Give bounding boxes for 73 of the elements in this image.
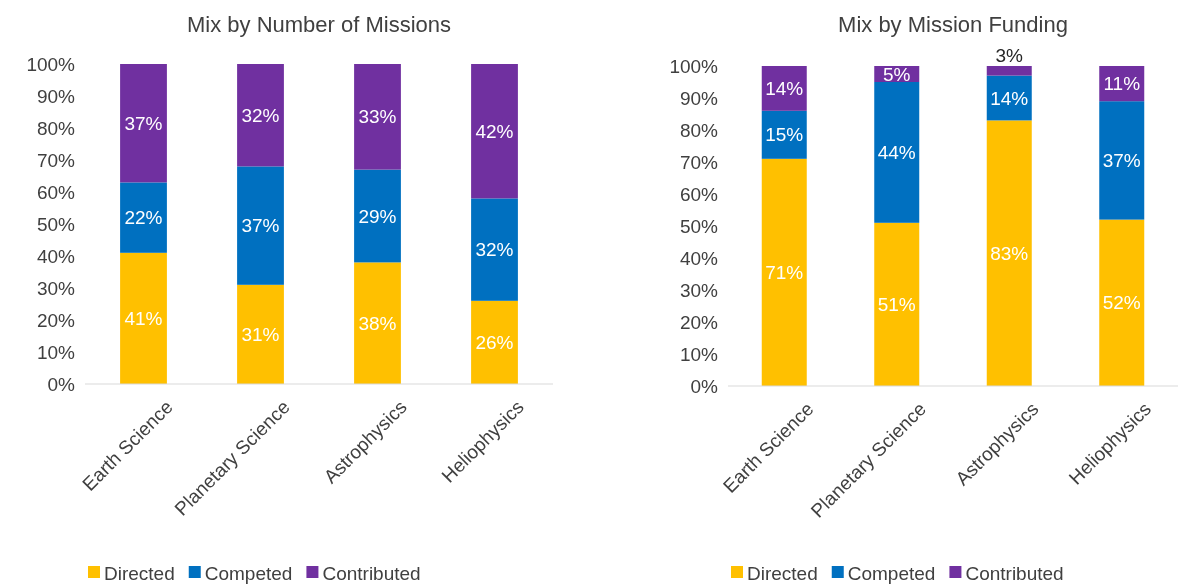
data-label: 37% <box>124 112 163 134</box>
data-label: 37% <box>1102 150 1141 172</box>
data-label: 41% <box>124 308 163 330</box>
y-tick-label: 100% <box>26 53 76 75</box>
bar <box>874 82 920 223</box>
bar <box>120 182 167 253</box>
bar <box>471 64 518 199</box>
data-label: 26% <box>475 332 514 354</box>
bar <box>354 64 401 170</box>
data-label: 29% <box>358 205 397 227</box>
bar <box>471 198 518 301</box>
data-label: 51% <box>877 294 916 316</box>
bar <box>354 169 401 263</box>
data-label: 33% <box>358 106 397 128</box>
y-tick-label: 40% <box>679 247 719 269</box>
data-label: 31% <box>241 324 280 346</box>
bar <box>237 166 284 285</box>
y-tick-label: 90% <box>36 85 76 107</box>
data-label: 11% <box>1103 73 1141 95</box>
legend-label: Directed <box>747 562 818 584</box>
chart-title: Mix by Mission Funding <box>838 12 1068 37</box>
legend-label: Competed <box>204 562 293 584</box>
data-label: 44% <box>877 142 916 164</box>
bar <box>237 64 284 167</box>
y-tick-label: 20% <box>679 311 719 333</box>
data-label: 32% <box>241 104 280 126</box>
bar <box>986 120 1032 386</box>
data-label: 38% <box>358 312 397 334</box>
bar <box>761 158 807 386</box>
y-tick-label: 30% <box>36 277 76 299</box>
legend-label: Directed <box>104 562 175 584</box>
y-tick-label: 50% <box>679 215 719 237</box>
bar <box>120 64 167 183</box>
bar <box>471 300 518 384</box>
data-label: 71% <box>765 262 804 284</box>
data-label: 42% <box>475 120 514 142</box>
legend-label: Contributed <box>322 562 421 584</box>
y-tick-label: 30% <box>679 279 719 301</box>
y-tick-label: 0% <box>47 373 76 395</box>
y-tick-label: 70% <box>679 151 719 173</box>
data-label: 83% <box>990 242 1029 264</box>
data-label: 52% <box>1102 292 1141 314</box>
legend-label: Competed <box>847 562 936 584</box>
bar <box>354 262 401 384</box>
chart-title: Mix by Number of Missions <box>186 12 452 37</box>
y-tick-label: 70% <box>36 149 76 171</box>
y-tick-label: 90% <box>679 87 719 109</box>
data-label: 22% <box>124 207 163 229</box>
y-tick-label: 10% <box>36 341 76 363</box>
y-tick-label: 100% <box>669 55 719 77</box>
y-tick-label: 40% <box>36 245 76 267</box>
y-tick-label: 50% <box>36 213 76 235</box>
legend-label: Contributed <box>965 562 1064 584</box>
bar <box>986 66 1032 76</box>
bar <box>1099 101 1145 220</box>
y-tick-label: 80% <box>679 119 719 141</box>
bar <box>237 284 284 384</box>
y-tick-label: 60% <box>36 181 76 203</box>
y-tick-label: 10% <box>679 343 719 365</box>
data-label: 32% <box>475 239 514 261</box>
data-label: 14% <box>990 87 1029 109</box>
y-tick-label: 60% <box>679 183 719 205</box>
bar <box>120 252 167 384</box>
bar <box>874 222 920 386</box>
y-tick-label: 20% <box>36 309 76 331</box>
data-label: 14% <box>765 78 804 100</box>
bar <box>1099 219 1145 386</box>
data-label: 37% <box>241 215 280 237</box>
y-tick-label: 80% <box>36 117 76 139</box>
y-tick-label: 0% <box>690 375 719 397</box>
data-label: 3% <box>995 45 1024 66</box>
data-label: 15% <box>765 124 804 146</box>
data-label: 5% <box>883 63 911 85</box>
